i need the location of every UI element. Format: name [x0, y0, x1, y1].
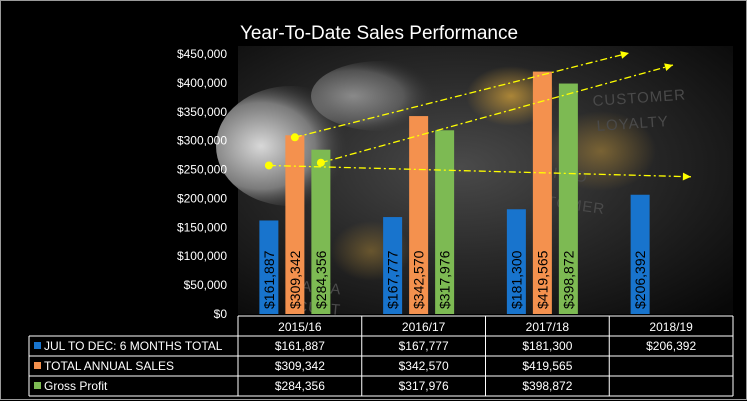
bar: [285, 135, 305, 314]
y-tick-label: $300,000: [177, 134, 227, 148]
trendline-arrowhead: [664, 63, 673, 71]
y-tick-label: $0: [214, 307, 228, 321]
y-tick-label: $250,000: [177, 163, 227, 177]
table-cell: $419,565: [522, 359, 572, 373]
table-cell: $161,887: [275, 339, 325, 353]
data-label: $284,356: [313, 250, 329, 309]
bar: [558, 83, 578, 314]
legend-entry: Gross Profit: [44, 379, 108, 393]
data-label: $317,976: [437, 250, 453, 309]
category-label: 2016/17: [402, 320, 446, 334]
y-tick-label: $350,000: [177, 105, 227, 119]
data-label: $309,342: [287, 250, 303, 309]
trendline-marker: [290, 133, 299, 142]
bar: [311, 149, 331, 314]
table-cell: $342,570: [399, 359, 449, 373]
table-cell: $206,392: [646, 339, 696, 353]
table-cell: $317,976: [399, 379, 449, 393]
bar: [630, 194, 650, 314]
trendline: [294, 52, 630, 138]
chart-title: Year-To-Date Sales Performance: [240, 23, 518, 44]
legend-entry: TOTAL ANNUAL SALES: [44, 359, 174, 373]
bars: [259, 71, 650, 315]
trendlines: [264, 51, 692, 181]
background-photo-word: CUSTOMER: [592, 87, 687, 110]
y-tick-label: $400,000: [177, 76, 227, 90]
data-label: $161,887: [261, 250, 277, 309]
y-tick-label: $450,000: [177, 47, 227, 61]
data-labels: $161,887 $167,777 $181,300 $206,392 $309,342…: [261, 250, 648, 309]
data-label: $342,570: [411, 250, 427, 309]
trendline-marker: [264, 161, 273, 170]
table-cell: $284,356: [275, 379, 325, 393]
bar: [383, 217, 403, 314]
y-tick-label: $100,000: [177, 249, 227, 263]
table-cell: $309,342: [275, 359, 325, 373]
legend-swatch: [34, 342, 41, 349]
data-label: $181,300: [508, 250, 524, 309]
data-label: $398,872: [560, 250, 576, 309]
bar: [409, 116, 429, 314]
trendline: [268, 164, 692, 178]
category-label: 2015/16: [278, 320, 322, 334]
data-label: $167,777: [385, 250, 401, 309]
table-cell: $167,777: [399, 339, 449, 353]
trendline-arrowhead: [682, 172, 691, 181]
table-cell: $181,300: [522, 339, 572, 353]
trendline-marker: [316, 158, 325, 167]
y-tick-label: $200,000: [177, 191, 227, 205]
bar: [435, 130, 455, 314]
background-photo-word: LOYALTY: [596, 113, 669, 135]
bar: [506, 209, 526, 314]
y-tick-label: $50,000: [184, 278, 228, 292]
data-label: $206,392: [632, 250, 648, 309]
y-tick-label: $150,000: [177, 220, 227, 234]
trendline: [320, 64, 674, 164]
trendline-arrowhead: [620, 51, 629, 59]
legend-swatch: [34, 362, 41, 369]
y-axis: $0 $50,000 $100,000 $150,000 $200,000 $250,00…: [177, 47, 227, 321]
category-label: 2018/19: [649, 320, 693, 334]
legend-entry: JUL TO DEC: 6 MONTHS TOTAL: [44, 339, 223, 353]
data-table: 2015/16 2016/17 2017/18 2018/19 JUL TO DEC: …: [28, 315, 734, 397]
category-label: 2017/18: [526, 320, 570, 334]
bar: [259, 220, 279, 314]
data-label: $419,565: [534, 250, 550, 309]
table-cell: $398,872: [522, 379, 572, 393]
legend-swatch: [34, 382, 41, 389]
bar: [532, 71, 552, 315]
